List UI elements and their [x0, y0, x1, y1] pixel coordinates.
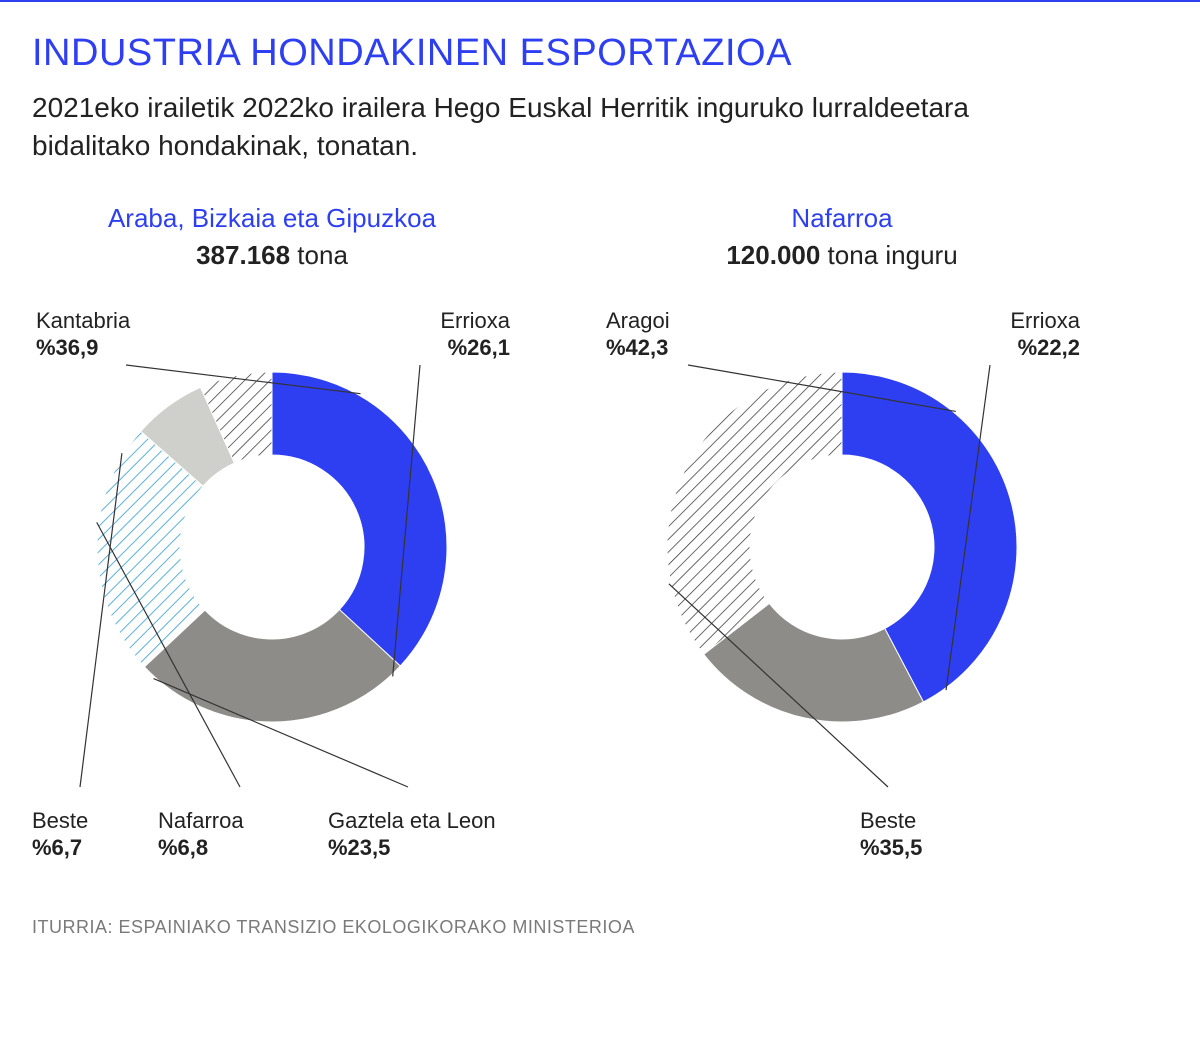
slice-name: Nafarroa	[158, 807, 244, 835]
slice-callout: Gaztela eta Leon%23,5	[328, 807, 496, 862]
slice-pct: %22,2	[1018, 335, 1080, 360]
slice-pct: %35,5	[860, 835, 922, 860]
chart-total: 120.000 tona inguru	[602, 240, 1082, 271]
slice-callout: Nafarroa%6,8	[158, 807, 244, 862]
slice-callout: Beste%35,5	[860, 807, 922, 862]
slice-name: Kantabria	[36, 307, 130, 335]
slice-pct: %36,9	[36, 335, 98, 360]
slice-pct: %6,7	[32, 835, 82, 860]
slice-name: Gaztela eta Leon	[328, 807, 496, 835]
chart-label: Nafarroa	[602, 203, 1082, 234]
slice-pct: %23,5	[328, 835, 390, 860]
slice-callout: Aragoi%42,3	[606, 307, 670, 362]
slice-callout: Errioxa%26,1	[440, 307, 510, 362]
slice-name: Beste	[860, 807, 922, 835]
slice-name: Beste	[32, 807, 88, 835]
chart-total: 387.168 tona	[32, 240, 512, 271]
donut-chart	[32, 287, 512, 887]
chart-label: Araba, Bizkaia eta Gipuzkoa	[32, 203, 512, 234]
slice-pct: %26,1	[448, 335, 510, 360]
donut-chart	[602, 287, 1082, 887]
slice-callout: Beste%6,7	[32, 807, 88, 862]
donut-wrap: Kantabria%36,9 Errioxa%26,1 Gaztela eta Le…	[32, 287, 512, 887]
page-subtitle: 2021eko irailetik 2022ko irailera Hego E…	[32, 89, 1032, 165]
page-title: INDUSTRIA HONDAKINEN ESPORTAZIOA	[32, 32, 1168, 75]
slice-name: Errioxa	[440, 307, 510, 335]
charts-row: Araba, Bizkaia eta Gipuzkoa 387.168 tona K…	[32, 203, 1168, 887]
slice-name: Aragoi	[606, 307, 670, 335]
chart-block: Nafarroa 120.000 tona inguru Aragoi%42,3 Er…	[602, 203, 1082, 887]
slice-callout: Kantabria%36,9	[36, 307, 130, 362]
slice-callout: Errioxa%22,2	[1010, 307, 1080, 362]
donut-wrap: Aragoi%42,3 Errioxa%22,2 Beste%35,5	[602, 287, 1082, 887]
slice-name: Errioxa	[1010, 307, 1080, 335]
chart-block: Araba, Bizkaia eta Gipuzkoa 387.168 tona K…	[32, 203, 512, 887]
source-line: ITURRIA: ESPAINIAKO TRANSIZIO EKOLOGIKOR…	[32, 917, 1168, 938]
slice-pct: %42,3	[606, 335, 668, 360]
slice-pct: %6,8	[158, 835, 208, 860]
